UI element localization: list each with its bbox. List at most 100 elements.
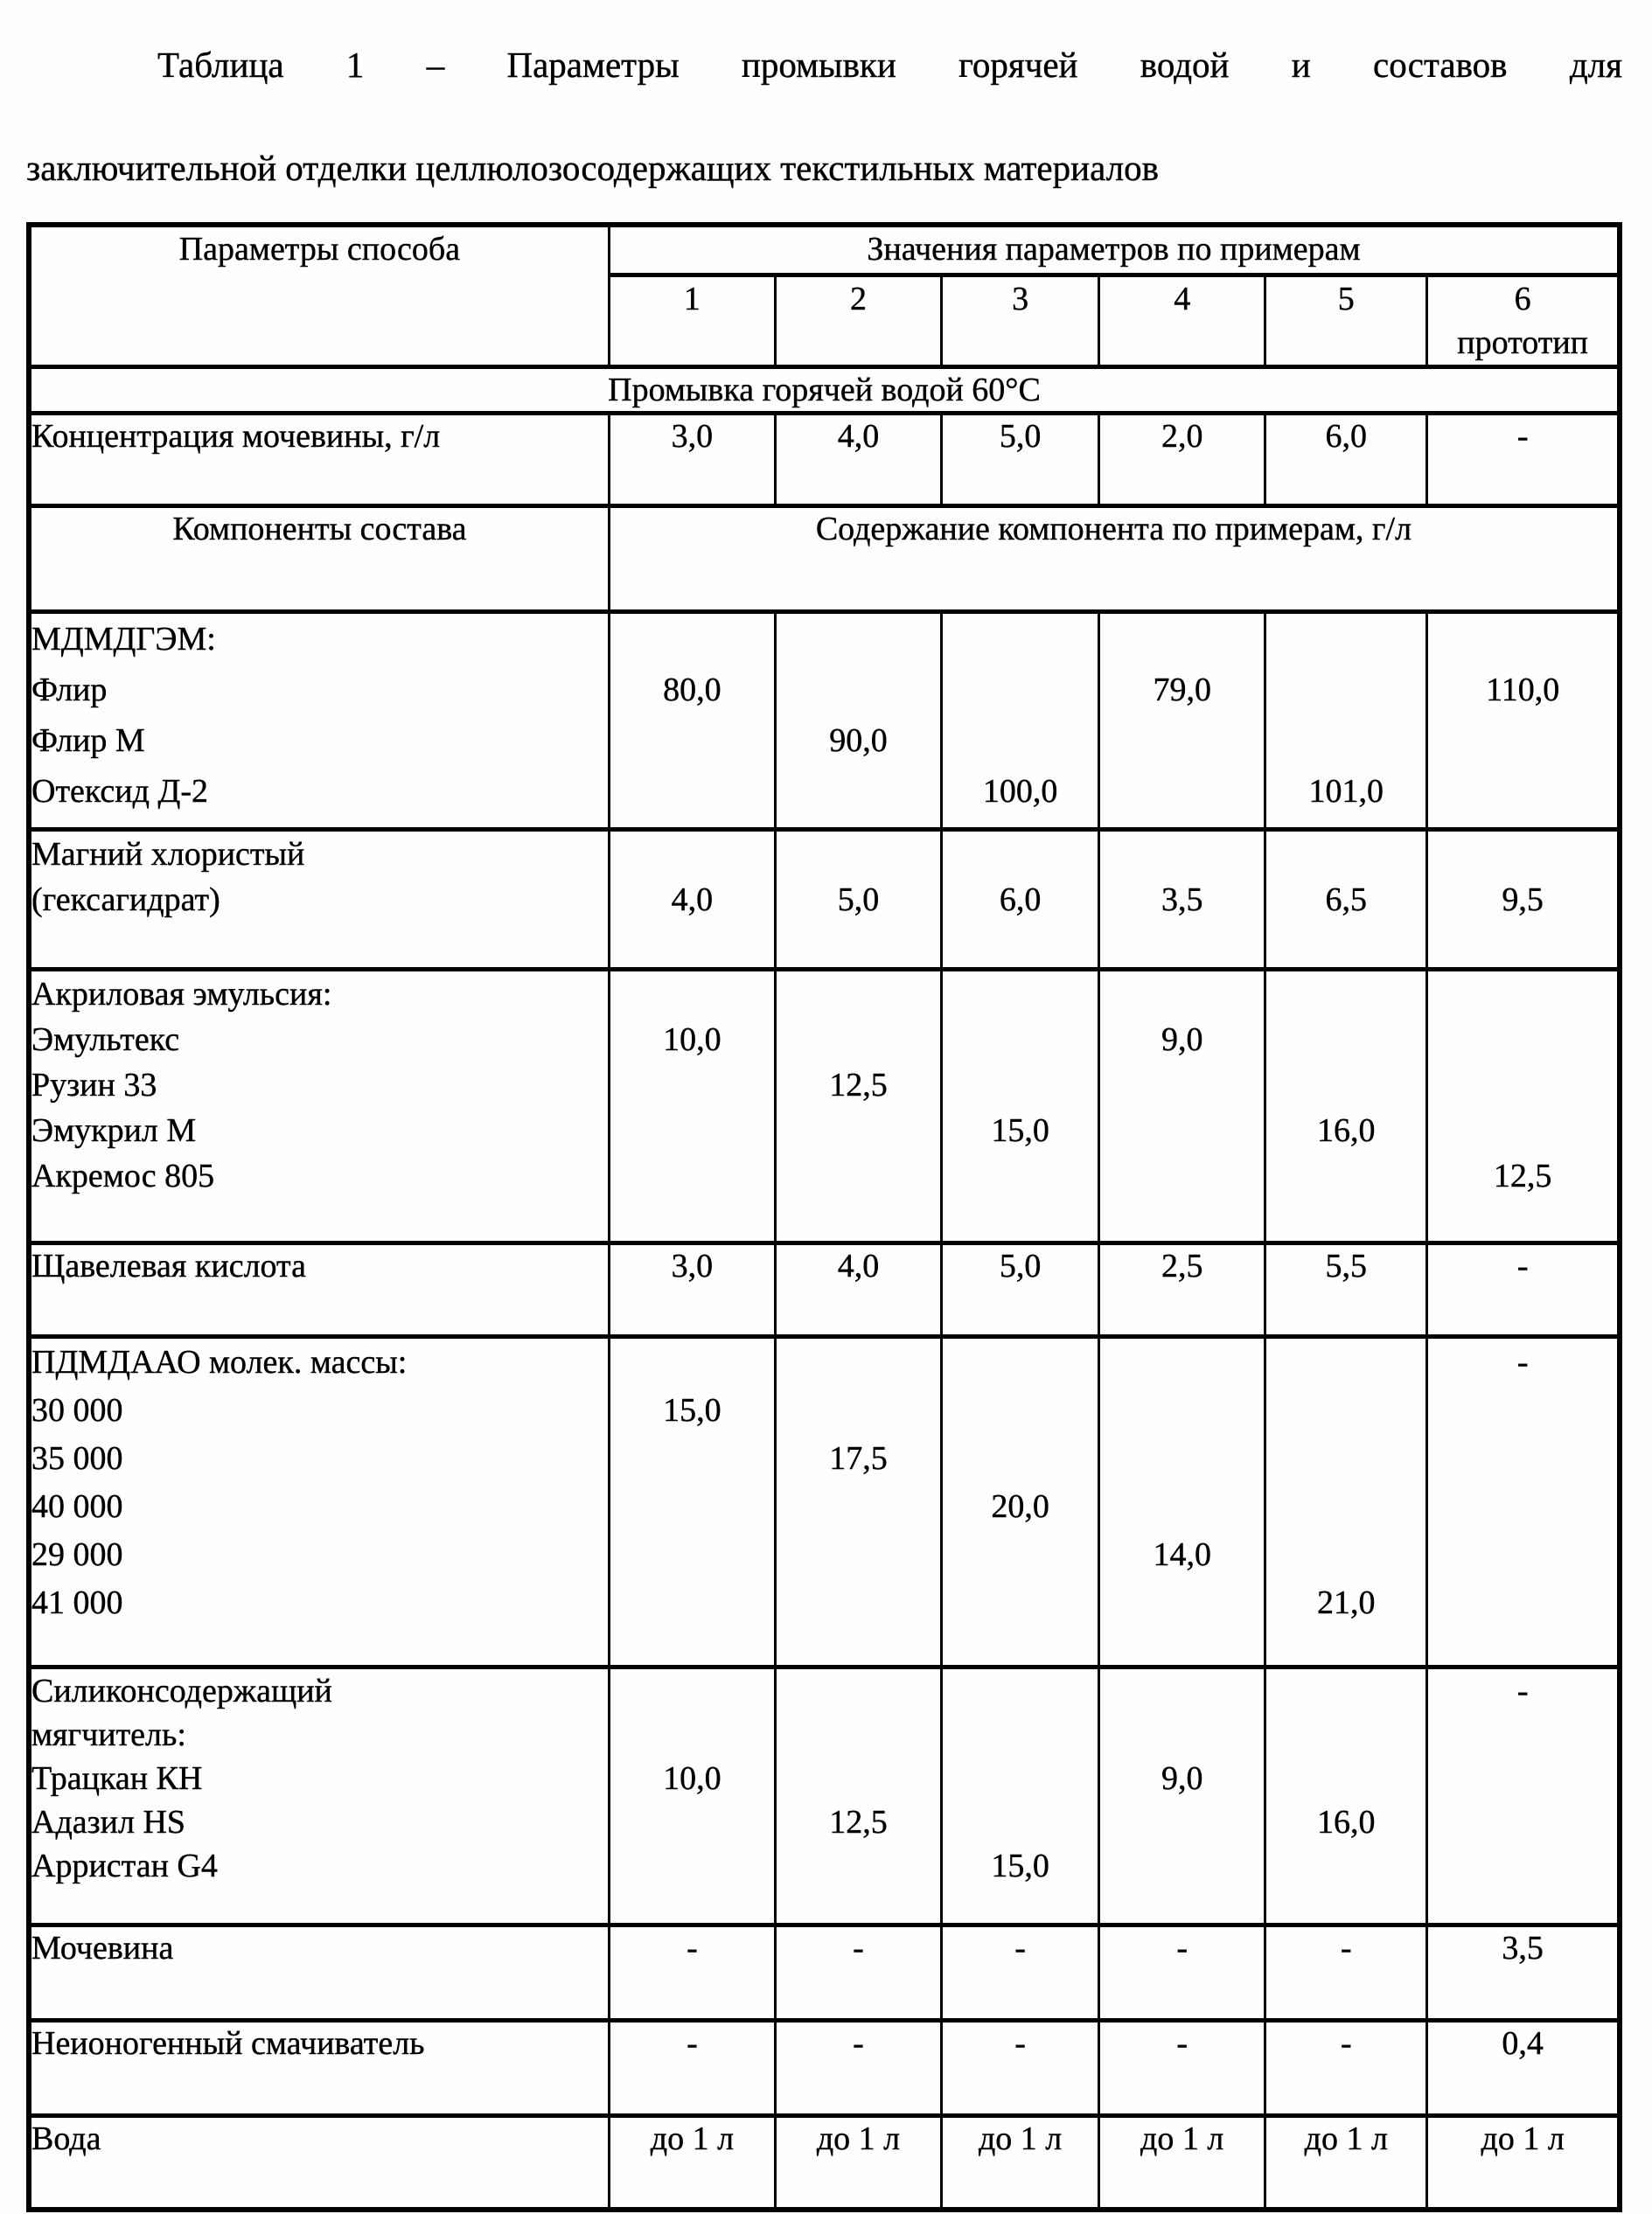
value-line: 3,5 [1161,881,1203,918]
value-line: 5,5 [1325,1247,1368,1285]
subheader-span-text: Содержание компонента по примерам, г/л [815,510,1412,547]
row-label-line: Эмукрил М [31,1111,197,1149]
value-cell: - [773,2017,944,2118]
value-line: 14,0 [1153,1535,1211,1573]
row-label-line: Мочевина [31,1929,174,1967]
row-label-cell: Магний хлористый (гексагидрат) [27,826,610,971]
value-line [1268,1713,1425,1757]
row-label-line: (гексагидрат) [31,881,220,918]
value-cell: 16,0 [1264,1664,1429,1927]
value-line [944,833,1097,877]
value-line [1268,1483,1425,1531]
row-label-line: Щавелевая кислота [31,1247,306,1285]
row-label-line: Флир М [31,721,145,759]
row-label-line: Отексид Д-2 [31,772,209,810]
header-row-1: Параметры способа Значения параметров по… [27,222,1621,369]
row-label-line: Адазил HS [31,1803,186,1841]
value-cell: 4,0 [773,410,944,508]
value-line [1102,1713,1263,1757]
value-cell: 3,5 [1425,1922,1621,2023]
value-line: 6,0 [1325,417,1368,455]
value-line: - [1176,1929,1188,1967]
value-cell: 3,0 [607,410,777,508]
example-col-label: 1 [683,280,701,317]
value-line [944,1435,1097,1483]
value-cell: - [607,1922,777,2023]
value-line [944,1757,1097,1800]
value-line [944,1671,1097,1713]
value-cell: - [1425,1664,1621,1927]
value-line [777,833,938,877]
value-cell: - [1098,1922,1267,2023]
value-line [1102,1387,1263,1435]
value-line [777,616,938,665]
value-line [944,715,1097,766]
value-line [1268,1017,1425,1062]
value-line [611,973,772,1017]
value-line: до 1 л [650,2120,735,2157]
row-label-line: Флир [31,671,108,708]
value-cell: 10,0 [607,966,777,1245]
value-cell: 100,0 [940,609,1101,832]
subheader-span-cell: Содержание компонента по примерам, г/л [607,503,1621,614]
value-line [611,616,772,665]
value-line [777,973,938,1017]
value-line: 3,5 [1502,1929,1544,1967]
value-line: - [687,1929,698,1967]
value-line [1268,1757,1425,1800]
row-label-line: 30 000 [31,1391,123,1429]
example-col-label: 3 [1012,280,1029,317]
value-line: - [1176,2024,1188,2062]
value-line: - [1340,1929,1352,1967]
value-cell: 6,5 [1264,826,1429,971]
value-line [1268,1531,1425,1579]
value-line: 6,0 [999,881,1042,918]
row-label-cell: ПДМДААО молек. массы: 30 000 35 000 40 000 2… [27,1333,610,1669]
example-col-4-header: 4 [1098,272,1267,369]
value-line [1268,1340,1425,1387]
row-label-line: 29 000 [31,1535,123,1573]
value-line [1102,616,1263,665]
value-cell: 12,5 [773,966,944,1245]
value-cell: до 1 л [940,2113,1101,2212]
value-cell: 20,0 [940,1333,1101,1669]
value-line [944,665,1097,715]
value-cell: - [1425,410,1621,508]
value-line: 80,0 [663,671,721,708]
value-cell: 12,5 [773,1664,944,1927]
value-cell: 6,0 [940,826,1101,971]
params-header-label: Параметры способа [178,231,461,268]
row-label-line: Акремос 805 [31,1157,215,1194]
value-line [1430,833,1617,877]
value-cell: до 1 л [607,2113,777,2212]
merged-row-text: Промывка горячей водой 60°С [608,371,1041,408]
value-cell: 4,0 [607,826,777,971]
subheader-label-cell: Компоненты состава [27,503,610,614]
value-line: до 1 л [978,2120,1063,2157]
example-col-label: 6 [1514,280,1531,317]
value-line: 0,4 [1502,2024,1544,2062]
value-line [777,1671,938,1713]
value-line [944,1713,1097,1757]
value-line: - [1516,1247,1529,1285]
value-line: 20,0 [991,1487,1049,1525]
value-cell: до 1 л [1264,2113,1429,2212]
value-line: 17,5 [829,1439,888,1477]
value-cell: 15,0 [940,1664,1101,1927]
value-cell: - [940,1922,1101,2023]
value-line: 3,0 [671,1247,714,1285]
value-line: 15,0 [663,1391,721,1429]
row-label-line: Силиконсодержащий [31,1672,332,1709]
row-label-line: 35 000 [31,1439,123,1477]
value-line [777,1757,938,1800]
example-col-2-header: 2 [773,272,944,369]
value-cell: 2,0 [1098,410,1267,508]
hot-water-wash-row: Промывка горячей водой 60°С [27,364,1621,415]
row-label-line: мягчитель: [31,1716,186,1753]
mdmdgem-row: МДМДГЭМ: Флир Флир М Отексид Д-2 80,0 90,0 100… [27,609,1621,832]
value-cell: - [607,2017,777,2118]
value-line: 12,5 [829,1066,888,1104]
value-line: 79,0 [1153,671,1211,708]
value-cell: 90,0 [773,609,944,832]
